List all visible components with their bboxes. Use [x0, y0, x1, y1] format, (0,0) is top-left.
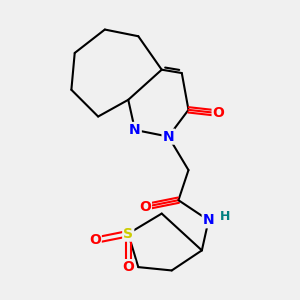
Text: S: S [123, 226, 133, 241]
Text: N: N [203, 213, 214, 227]
Text: O: O [213, 106, 224, 120]
Text: N: N [163, 130, 174, 144]
Text: O: O [89, 233, 101, 247]
Text: N: N [129, 123, 141, 137]
Text: O: O [122, 260, 134, 274]
Text: H: H [220, 210, 230, 224]
Text: O: O [139, 200, 151, 214]
